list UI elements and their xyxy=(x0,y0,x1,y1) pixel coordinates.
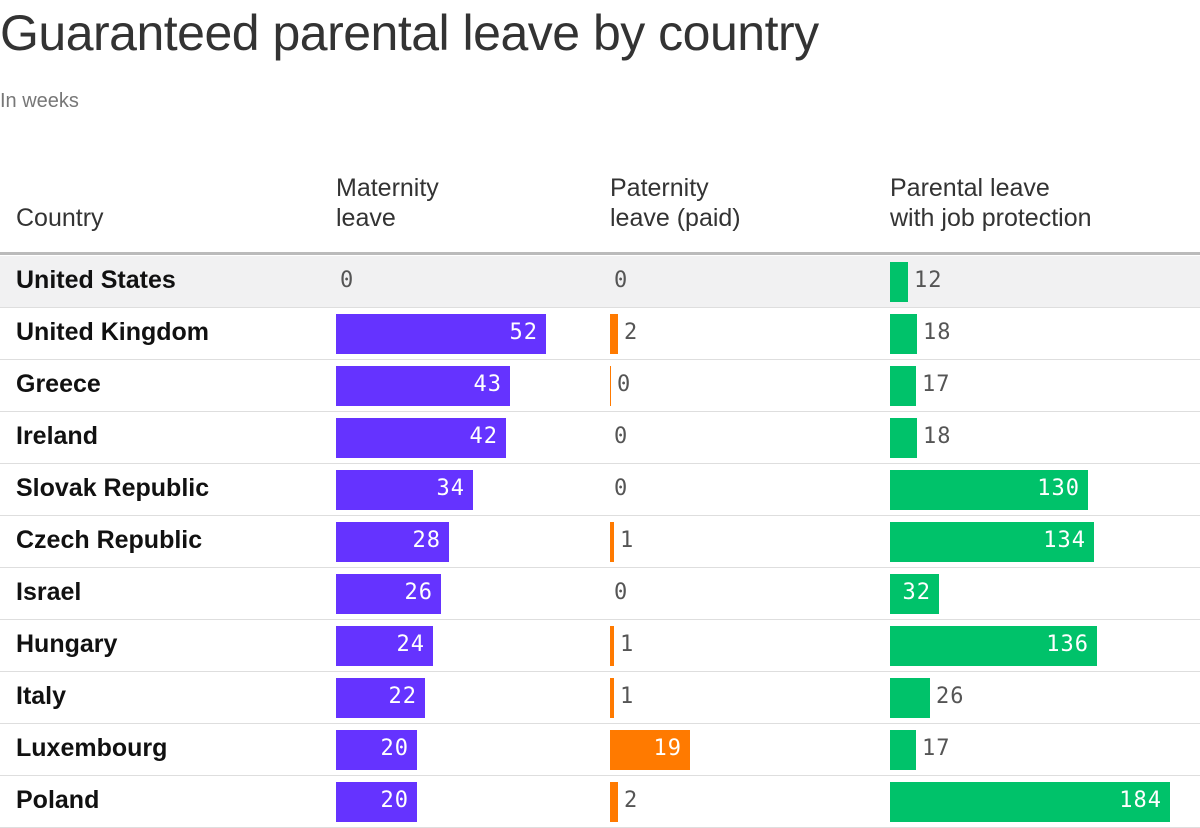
table-row: Slovak Republic 34 0 130 xyxy=(0,464,1200,516)
maternity-bar xyxy=(336,366,510,406)
paternity-value-label: 0 xyxy=(614,476,629,501)
maternity-bar xyxy=(336,574,441,614)
table-row: Greece 43 0 17 xyxy=(0,360,1200,412)
maternity-value-label: 34 xyxy=(436,476,465,501)
chart-title: Guaranteed parental leave by country xyxy=(0,5,819,61)
paternity-value-label: 0 xyxy=(617,372,632,397)
parental-value-label: 130 xyxy=(1037,476,1080,501)
table-row: Italy 22 1 26 xyxy=(0,672,1200,724)
header-country: Country xyxy=(16,204,104,232)
header-parental-line2: with job protection xyxy=(890,204,1092,232)
paternity-bar xyxy=(610,314,618,354)
maternity-bar xyxy=(336,730,417,770)
paternity-value-label: 2 xyxy=(624,788,639,813)
paternity-value-label: 0 xyxy=(614,424,629,449)
table-row: United Kingdom 52 2 18 xyxy=(0,308,1200,360)
paternity-bar xyxy=(610,730,690,770)
table-row: Ireland 42 0 18 xyxy=(0,412,1200,464)
parental-value-label: 26 xyxy=(936,684,965,709)
maternity-value-label: 52 xyxy=(509,320,538,345)
paternity-value-label: 0 xyxy=(614,580,629,605)
parental-bar xyxy=(890,574,939,614)
parental-value-label: 184 xyxy=(1119,788,1162,813)
parental-bar xyxy=(890,262,908,302)
maternity-value-label: 20 xyxy=(380,788,409,813)
country-label: Greece xyxy=(16,370,101,398)
paternity-bar xyxy=(610,366,611,406)
header-paternity-line1: Paternity xyxy=(610,174,709,202)
header-parental: Parental leave with job protection xyxy=(890,173,1092,233)
header-maternity-line1: Maternity xyxy=(336,174,439,202)
paternity-bar xyxy=(610,626,614,666)
header-paternity-line2: leave (paid) xyxy=(610,204,741,232)
maternity-value-label: 26 xyxy=(404,580,433,605)
paternity-bar xyxy=(610,522,614,562)
maternity-bar xyxy=(336,522,449,562)
country-label: Slovak Republic xyxy=(16,474,210,502)
header-parental-line1: Parental leave xyxy=(890,174,1050,202)
header-maternity: Maternity leave xyxy=(336,173,439,233)
maternity-bar xyxy=(336,678,425,718)
parental-value-label: 17 xyxy=(922,736,951,761)
parental-bar xyxy=(890,418,917,458)
parental-bar xyxy=(890,730,916,770)
header-maternity-line2: leave xyxy=(336,204,396,232)
parental-bar xyxy=(890,522,1094,562)
paternity-bar xyxy=(610,782,618,822)
header-paternity: Paternity leave (paid) xyxy=(610,173,741,233)
maternity-bar xyxy=(336,314,546,354)
table-row: Luxembourg 20 19 17 xyxy=(0,724,1200,776)
table-row: United States 0 0 12 xyxy=(0,256,1200,308)
parental-value-label: 32 xyxy=(902,580,931,605)
paternity-value-label: 19 xyxy=(653,736,682,761)
maternity-bar xyxy=(336,418,506,458)
maternity-value-label: 24 xyxy=(396,632,425,657)
maternity-value-label: 22 xyxy=(388,684,417,709)
country-label: United Kingdom xyxy=(16,318,210,346)
parental-bar xyxy=(890,314,917,354)
paternity-value-label: 0 xyxy=(614,268,629,293)
maternity-value-label: 43 xyxy=(473,372,502,397)
parental-value-label: 12 xyxy=(914,268,943,293)
maternity-bar xyxy=(336,470,473,510)
paternity-value-label: 1 xyxy=(620,684,635,709)
maternity-value-label: 28 xyxy=(412,528,441,553)
country-label: Hungary xyxy=(16,630,118,658)
parental-value-label: 18 xyxy=(923,424,952,449)
parental-bar xyxy=(890,678,930,718)
parental-bar xyxy=(890,470,1088,510)
parental-value-label: 18 xyxy=(923,320,952,345)
parental-bar xyxy=(890,626,1097,666)
maternity-value-label: 0 xyxy=(340,268,355,293)
country-label: Italy xyxy=(16,682,67,710)
table-row: Poland 20 2 184 xyxy=(0,776,1200,828)
country-label: Ireland xyxy=(16,422,98,450)
parental-value-label: 136 xyxy=(1046,632,1089,657)
paternity-bar xyxy=(610,678,614,718)
table-row: Israel 26 0 32 xyxy=(0,568,1200,620)
parental-bar xyxy=(890,366,916,406)
table-row: Czech Republic 28 1 134 xyxy=(0,516,1200,568)
chart-subtitle: In weeks xyxy=(0,90,79,112)
paternity-value-label: 1 xyxy=(620,528,635,553)
country-label: Luxembourg xyxy=(16,734,168,762)
country-label: United States xyxy=(16,266,176,294)
header-divider xyxy=(0,252,1200,255)
country-label: Israel xyxy=(16,578,82,606)
parental-value-label: 17 xyxy=(922,372,951,397)
paternity-value-label: 2 xyxy=(624,320,639,345)
maternity-value-label: 42 xyxy=(469,424,498,449)
maternity-bar xyxy=(336,782,417,822)
maternity-bar xyxy=(336,626,433,666)
paternity-value-label: 1 xyxy=(620,632,635,657)
maternity-value-label: 20 xyxy=(380,736,409,761)
country-label: Czech Republic xyxy=(16,526,203,554)
parental-bar xyxy=(890,782,1170,822)
parental-value-label: 134 xyxy=(1043,528,1086,553)
country-label: Poland xyxy=(16,786,100,814)
table-row: Hungary 24 1 136 xyxy=(0,620,1200,672)
